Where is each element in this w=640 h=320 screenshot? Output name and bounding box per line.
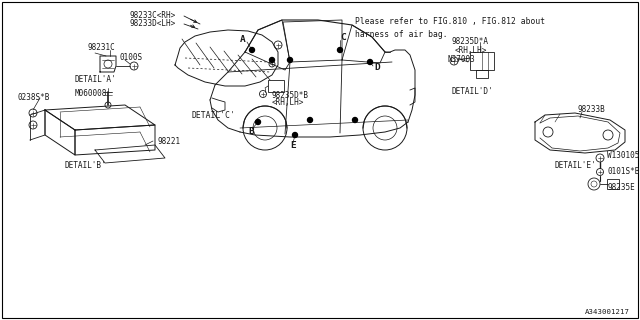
Text: A343001217: A343001217	[585, 309, 630, 315]
Text: N37003: N37003	[447, 54, 475, 63]
Circle shape	[353, 117, 358, 123]
Text: B: B	[248, 127, 253, 137]
Text: 0238S*B: 0238S*B	[18, 93, 51, 102]
Text: 98221: 98221	[158, 138, 181, 147]
Text: 98235D*A: 98235D*A	[452, 37, 489, 46]
Text: DETAIL'A': DETAIL'A'	[74, 75, 116, 84]
Bar	[268, 80, 284, 92]
Text: DETAIL'B': DETAIL'B'	[64, 162, 106, 171]
Text: DETAIL'C': DETAIL'C'	[191, 110, 235, 119]
Circle shape	[307, 117, 312, 123]
Text: 98233C<RH>: 98233C<RH>	[130, 12, 176, 20]
Text: 0100S: 0100S	[120, 52, 143, 61]
Text: 98235D*B: 98235D*B	[272, 92, 309, 100]
Text: M060008: M060008	[75, 89, 108, 98]
Bar	[607, 179, 619, 189]
Circle shape	[367, 60, 372, 65]
Circle shape	[250, 47, 255, 52]
Text: <RH,LH>: <RH,LH>	[455, 45, 488, 54]
Circle shape	[269, 58, 275, 62]
Circle shape	[255, 119, 260, 124]
Text: E: E	[290, 141, 296, 150]
Text: 0101S*B: 0101S*B	[607, 166, 639, 175]
Text: 98233B: 98233B	[578, 106, 605, 115]
Text: W130105: W130105	[607, 151, 639, 161]
Text: DETAIL'E': DETAIL'E'	[554, 161, 596, 170]
Text: D: D	[374, 63, 380, 73]
Text: 98235E: 98235E	[607, 182, 635, 191]
Text: DETAIL'D': DETAIL'D'	[451, 87, 493, 97]
Text: <RH,LH>: <RH,LH>	[272, 99, 305, 108]
Text: 98233D<LH>: 98233D<LH>	[130, 20, 176, 28]
Circle shape	[292, 132, 298, 138]
Text: A: A	[240, 36, 246, 44]
Circle shape	[337, 47, 342, 52]
Text: Please refer to FIG.810 , FIG.812 about
harness of air bag.: Please refer to FIG.810 , FIG.812 about …	[355, 17, 545, 39]
Bar	[470, 52, 494, 70]
Bar	[476, 70, 488, 78]
Circle shape	[287, 58, 292, 62]
Text: C: C	[340, 34, 346, 43]
Text: 98231C: 98231C	[88, 44, 116, 52]
